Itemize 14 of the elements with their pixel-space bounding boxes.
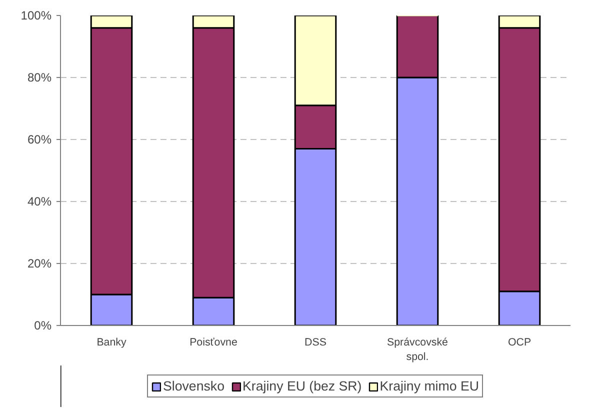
legend-label: Krajiny mimo EU xyxy=(380,378,479,394)
y-tick-label: 80% xyxy=(27,70,52,84)
x-tick-label: Poisťovne xyxy=(190,336,238,348)
legend-label: Slovensko xyxy=(163,378,224,394)
y-tick-label: 20% xyxy=(27,256,52,270)
x-tick-label: OCP xyxy=(508,336,532,348)
y-tick-label: 40% xyxy=(27,194,52,208)
y-tick-label: 100% xyxy=(20,8,52,22)
x-tick-label: Správcovské spol. xyxy=(387,336,448,363)
y-tick-label: 60% xyxy=(27,132,52,146)
y-tick-label: 0% xyxy=(34,318,52,332)
legend-label: Krajiny EU (bez SR) xyxy=(242,378,362,394)
x-tick-label: DSS xyxy=(304,336,326,348)
x-tick-label: Banky xyxy=(96,336,127,348)
